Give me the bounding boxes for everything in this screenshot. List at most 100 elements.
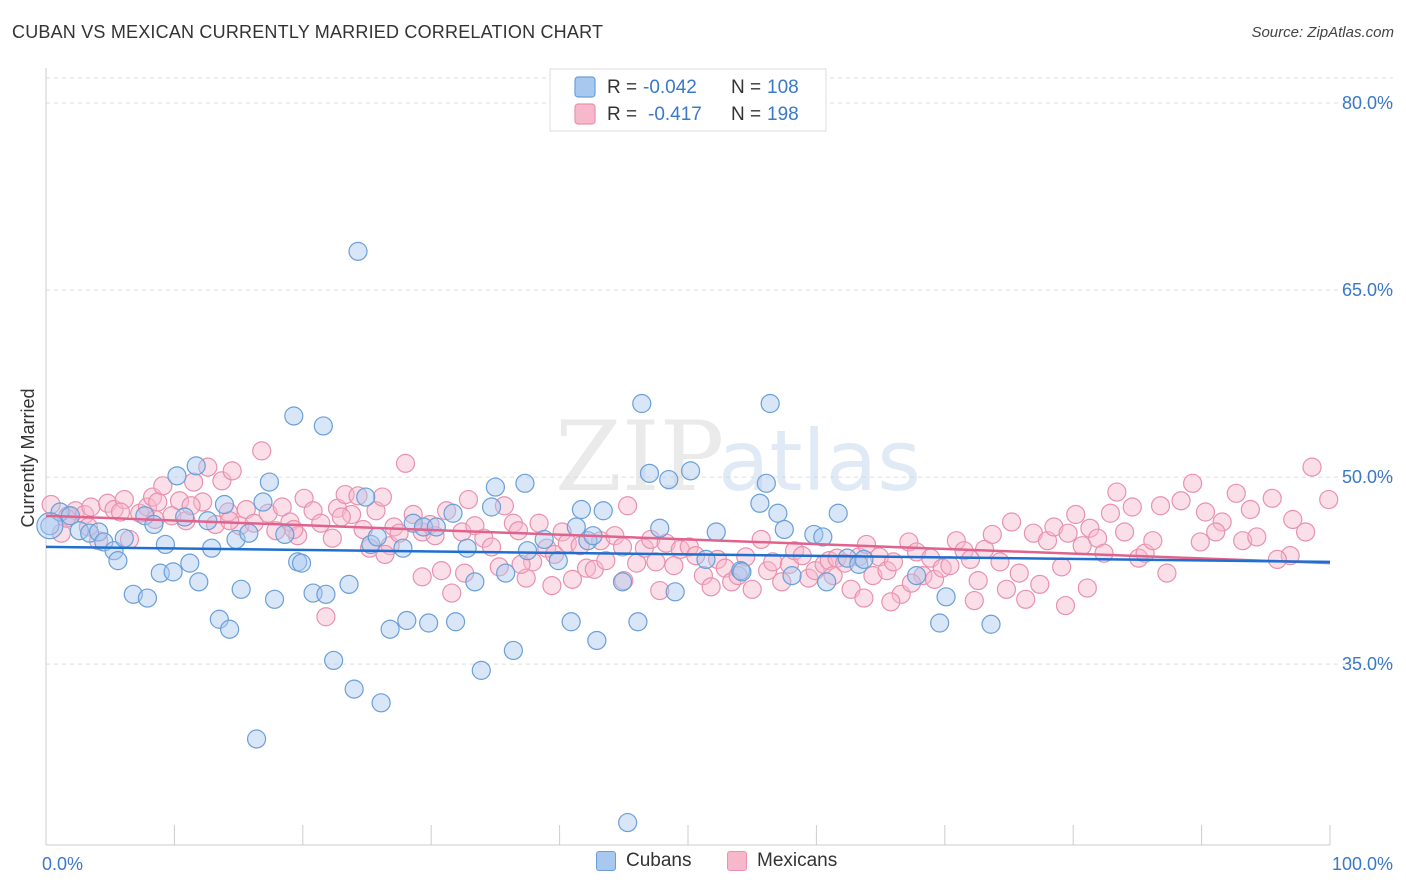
- cuban-point: [587, 630, 607, 651]
- cuban-point: [371, 693, 391, 713]
- mexican-point: [431, 561, 452, 581]
- cubans-trend-line: [45, 545, 1331, 564]
- mexican-point: [856, 534, 877, 555]
- cuban-point: [239, 523, 259, 543]
- mexican-point: [650, 580, 670, 601]
- mexican-point: [1044, 517, 1064, 537]
- mexican-point: [1114, 522, 1135, 542]
- mexican-point: [222, 461, 242, 481]
- mexican-point: [646, 552, 666, 572]
- cuban-point: [426, 517, 446, 537]
- mexican-point: [1283, 509, 1303, 530]
- mexican-point: [835, 553, 855, 573]
- cuban-point: [104, 541, 124, 561]
- mexican-point: [1077, 578, 1097, 598]
- cuban-point: [324, 650, 344, 671]
- cuban-point: [837, 548, 857, 568]
- mexican-point: [990, 552, 1010, 572]
- cuban-point: [180, 553, 200, 573]
- svg-text:R = -0.042 N =: R = -0.042 N = 108: [607, 77, 799, 98]
- mexican-point: [1122, 497, 1142, 517]
- correlation-legend: R = -0.042 N = 108 R = -0.417 N = 198: [549, 68, 827, 132]
- cuban-point: [731, 561, 751, 581]
- cuban-point: [515, 473, 535, 493]
- legend-item-cubans: Cubans: [596, 850, 692, 872]
- mexican-point: [763, 552, 783, 572]
- cuban-point: [339, 574, 359, 594]
- cuban-point: [828, 503, 848, 523]
- mexican-point: [1267, 549, 1287, 570]
- mexican-point: [1080, 518, 1100, 538]
- cuban-point: [981, 614, 1001, 634]
- mexican-point: [1302, 457, 1322, 477]
- cuban-point: [481, 497, 502, 517]
- mexican-point: [1247, 527, 1267, 547]
- svg-text:R = -0.417 N =: R = -0.417 N = 198: [607, 104, 799, 125]
- cuban-point: [175, 507, 195, 527]
- mexican-point: [193, 492, 213, 512]
- x-tick-label: 100.0%: [1332, 854, 1393, 874]
- series-legend: Cubans Mexicans: [0, 850, 1406, 880]
- cubans-points: [36, 241, 1001, 833]
- cuban-point: [291, 553, 312, 573]
- watermark: ZIP atlas: [555, 401, 921, 513]
- mexican-point: [1001, 512, 1022, 532]
- mexican-point: [458, 489, 479, 510]
- cuban-point: [348, 241, 368, 261]
- mexican-point: [772, 572, 792, 592]
- legend-r-label: R =: [607, 104, 642, 125]
- mexican-point: [854, 588, 874, 608]
- mexican-point: [1171, 491, 1191, 511]
- cuban-point: [443, 503, 463, 523]
- cuban-point: [419, 613, 439, 633]
- cuban-point: [361, 534, 381, 555]
- mexican-point: [212, 471, 232, 491]
- legend-r-value-cubans: -0.042: [643, 77, 697, 98]
- mexican-point: [1157, 563, 1177, 583]
- cuban-point: [517, 541, 538, 561]
- mexican-point: [316, 607, 336, 627]
- y-axis-label: Currently Married: [18, 388, 38, 527]
- cuban-point: [650, 518, 670, 538]
- cuban-point: [906, 566, 927, 586]
- mexican-point: [863, 566, 883, 586]
- cuban-point: [854, 549, 874, 570]
- mexican-point: [913, 566, 933, 586]
- mexican-point: [1150, 496, 1171, 516]
- cuban-point: [316, 584, 336, 604]
- mexican-point: [1009, 563, 1029, 583]
- y-tick-label: 65.0%: [1342, 280, 1393, 300]
- y-tick-labels: 35.0% 50.0% 65.0% 80.0%: [1342, 93, 1393, 674]
- mexican-point: [742, 579, 762, 599]
- cuban-point: [445, 612, 466, 632]
- cuban-point: [930, 613, 950, 633]
- cuban-point: [36, 512, 64, 540]
- x-tick-labels: 0.0% 100.0%: [42, 854, 1393, 874]
- axes: [45, 68, 1331, 846]
- mexican-point: [384, 517, 404, 537]
- cuban-point: [186, 456, 206, 476]
- mexican-point: [181, 496, 201, 516]
- mexican-point: [508, 521, 529, 541]
- legend-item-mexicans: Mexicans: [727, 850, 837, 872]
- legend-label-mexicans: Mexicans: [757, 850, 838, 871]
- cuban-point: [680, 461, 701, 481]
- cuban-point: [246, 729, 267, 749]
- mexican-point: [1030, 574, 1050, 594]
- mexican-point: [1319, 489, 1339, 510]
- cuban-point: [367, 527, 387, 547]
- mexican-point: [924, 569, 945, 589]
- mexican-point: [728, 566, 748, 586]
- cuban-point: [548, 551, 568, 571]
- mexican-point: [1190, 532, 1210, 552]
- cuban-point: [665, 582, 685, 602]
- mexican-point: [1058, 523, 1078, 543]
- cuban-point: [89, 522, 109, 542]
- mexican-point: [1212, 512, 1232, 532]
- cuban-point: [220, 619, 240, 639]
- cuban-point: [397, 610, 417, 631]
- cuban-point: [144, 514, 164, 535]
- cuban-point: [936, 587, 956, 607]
- mexican-point: [1233, 531, 1253, 551]
